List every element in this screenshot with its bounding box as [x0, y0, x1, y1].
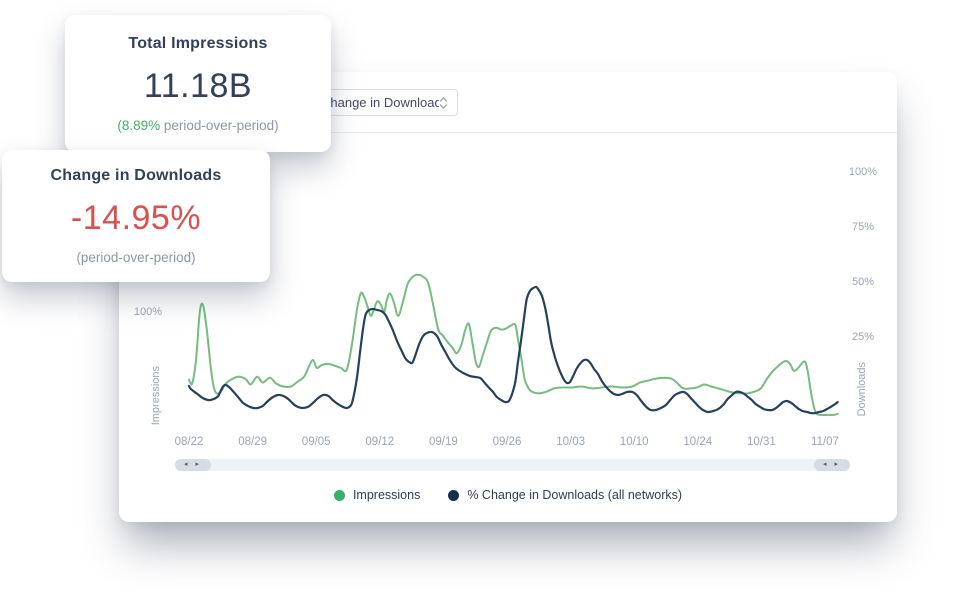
x-axis-tick: 10/03 [556, 436, 585, 448]
x-axis-tick: 09/12 [365, 436, 395, 448]
card-value-negative: -14.95% [70, 199, 202, 237]
panel-header: Change in Downloads [119, 72, 897, 133]
left-axis-tick: 100% [133, 306, 163, 318]
x-axis-tick: 09/19 [429, 436, 458, 448]
card-value: 11.18B [143, 66, 253, 105]
x-axis-tick: 10/24 [683, 436, 713, 448]
x-axis-tick: 11/07 [811, 436, 839, 448]
right-axis-tick: 75% [851, 221, 875, 233]
scroll-arrows-icon: ◂ ▸ [823, 461, 841, 468]
delta-positive: (8.89% [117, 117, 161, 133]
select-value: Change in Downloads [321, 95, 439, 110]
x-axis-tick: 08/22 [174, 436, 204, 448]
x-axis-tick: 10/10 [619, 436, 649, 448]
downloads-metric-select[interactable]: Change in Downloads [308, 89, 458, 116]
card-subtitle: (8.89% period-over-period) [117, 118, 278, 133]
chart-scrollbar-track[interactable]: ◂ ▸ ◂ ▸ [175, 459, 850, 471]
x-axis-tick: 10/31 [747, 436, 776, 448]
x-axis-tick: 08/29 [238, 436, 267, 448]
downloads-line [187, 285, 839, 415]
total-impressions-card: Total Impressions 11.18B (8.89% period-o… [65, 15, 331, 152]
legend-label: % Change in Downloads (all networks) [467, 488, 683, 502]
right-axis-tick: 25% [851, 331, 875, 343]
card-title: Total Impressions [128, 34, 268, 52]
chart-legend: Impressions % Change in Downloads (all ne… [119, 486, 897, 504]
legend-dot-icon [448, 489, 460, 501]
left-axis-title: Impressions [150, 366, 162, 426]
scroll-left-button[interactable]: ◂ ▸ [175, 459, 211, 471]
scroll-arrows-icon: ◂ ▸ [184, 461, 202, 468]
legend-label: Impressions [352, 488, 421, 502]
select-chevron-updown-icon [439, 96, 448, 110]
change-in-downloads-card: Change in Downloads -14.95% (period-over… [2, 150, 270, 282]
x-axis-tick: 09/05 [301, 436, 331, 448]
right-axis-tick: 50% [851, 276, 875, 288]
legend-item-impressions[interactable]: Impressions [333, 488, 421, 502]
card-subtitle: (period-over-period) [76, 250, 196, 265]
legend-item-downloads[interactable]: % Change in Downloads (all networks) [448, 488, 682, 502]
x-axis-tick: 09/26 [492, 436, 522, 448]
legend-dot-icon [333, 489, 345, 501]
card-title: Change in Downloads [50, 167, 222, 184]
right-axis-title: Downloads [856, 362, 868, 417]
impressions-line [188, 273, 839, 416]
delta-suffix: period-over-period) [160, 117, 279, 133]
scroll-right-button[interactable]: ◂ ▸ [814, 459, 850, 471]
right-axis-tick: 100% [848, 166, 878, 178]
